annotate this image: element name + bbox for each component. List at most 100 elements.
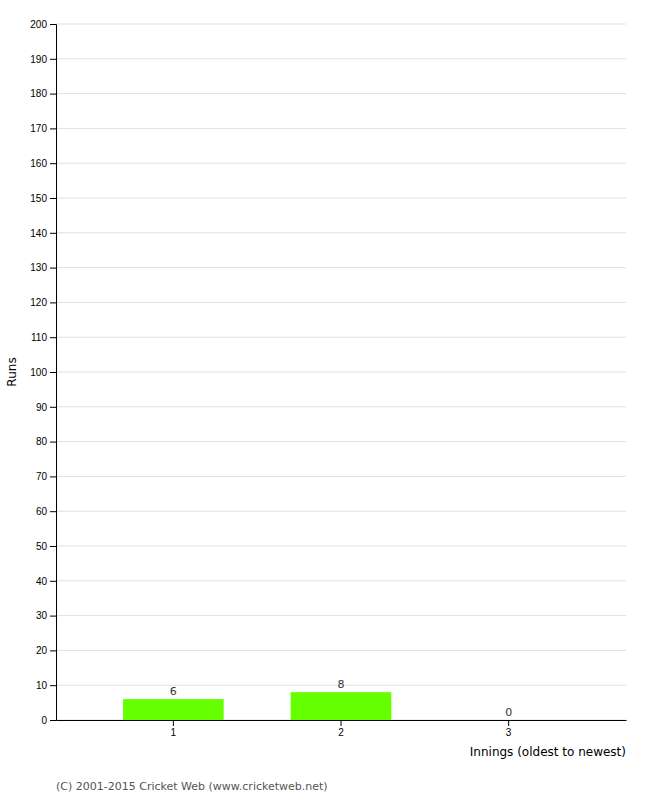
y-tick: 20 xyxy=(36,645,56,656)
grid-line xyxy=(56,93,626,94)
y-tick-label: 0 xyxy=(41,715,47,726)
y-tick-mark xyxy=(50,24,56,25)
y-tick-mark xyxy=(50,128,56,129)
y-tick-label: 20 xyxy=(36,645,48,656)
y-tick-label: 70 xyxy=(36,471,48,482)
grid-line xyxy=(56,267,626,268)
bar xyxy=(458,720,559,721)
y-tick-label: 200 xyxy=(30,19,47,30)
y-tick-label: 30 xyxy=(36,610,48,621)
data-label: 6 xyxy=(170,685,177,698)
chart: 0102030405060708090100110120130140150160… xyxy=(0,0,650,800)
y-tick: 160 xyxy=(30,158,56,169)
grid-line xyxy=(56,615,626,616)
y-tick: 100 xyxy=(30,367,56,378)
y-axis-title: Runs xyxy=(5,357,19,386)
y-tick-mark xyxy=(50,337,56,338)
y-axis: 0 10 20 30 40 50 60 70 80 90 100 110 120 130 140 150 160… xyxy=(30,19,56,726)
footer: (C) 2001-2015 Cricket Web (www.cricketwe… xyxy=(56,780,328,793)
y-tick: 180 xyxy=(30,88,56,99)
y-tick-mark xyxy=(50,546,56,547)
y-tick-mark xyxy=(50,163,56,164)
y-tick: 90 xyxy=(36,402,56,413)
bars xyxy=(123,692,391,720)
grid xyxy=(56,24,626,720)
grid-line xyxy=(56,24,626,25)
grid-line xyxy=(56,580,626,581)
y-tick-label: 90 xyxy=(36,402,48,413)
y-tick-mark xyxy=(50,198,56,199)
data-labels: 680 xyxy=(170,678,512,719)
y-tick-label: 100 xyxy=(30,367,47,378)
y-axis-line xyxy=(50,25,57,721)
y-tick-label: 10 xyxy=(36,680,48,691)
y-tick-label: 120 xyxy=(30,297,47,308)
x-tick-mark xyxy=(341,720,342,726)
y-tick-mark xyxy=(50,372,56,373)
x-tick: 2 xyxy=(338,720,344,738)
x-tick-label: 3 xyxy=(506,727,512,738)
y-tick-mark xyxy=(50,407,56,408)
y-tick-mark xyxy=(50,302,56,303)
grid-line xyxy=(56,337,626,338)
y-tick-mark xyxy=(50,268,56,269)
x-axis-title: Innings (oldest to newest) xyxy=(470,745,626,759)
y-tick-label: 150 xyxy=(30,193,47,204)
x-tick-label: 2 xyxy=(338,727,344,738)
x-tick-label: 1 xyxy=(171,727,177,738)
y-tick-mark xyxy=(50,616,56,617)
bar xyxy=(291,692,392,720)
y-tick-mark xyxy=(50,59,56,60)
y-tick-mark xyxy=(50,94,56,95)
x-tick-mark xyxy=(173,720,174,726)
grid-line xyxy=(56,198,626,199)
y-tick-mark xyxy=(50,581,56,582)
y-tick-label: 60 xyxy=(36,506,48,517)
x-axis: 1 2 3 xyxy=(57,720,627,738)
y-tick: 140 xyxy=(30,228,56,239)
plot: 0102030405060708090100110120130140150160… xyxy=(30,19,626,738)
y-tick-label: 180 xyxy=(30,88,47,99)
data-label: 0 xyxy=(505,706,512,719)
y-tick-mark xyxy=(50,685,56,686)
y-tick-label: 50 xyxy=(36,541,48,552)
y-tick: 40 xyxy=(36,576,56,587)
y-tick: 200 xyxy=(30,19,56,30)
y-tick-mark xyxy=(50,476,56,477)
y-tick: 60 xyxy=(36,506,56,517)
grid-line xyxy=(56,441,626,442)
y-tick: 50 xyxy=(36,541,56,552)
x-tick-mark xyxy=(508,720,509,726)
grid-line xyxy=(56,128,626,129)
y-tick: 150 xyxy=(30,193,56,204)
y-tick-mark xyxy=(50,511,56,512)
y-tick: 30 xyxy=(36,610,56,621)
y-tick-label: 170 xyxy=(30,123,47,134)
grid-line xyxy=(56,406,626,407)
y-tick: 170 xyxy=(30,123,56,134)
x-tick: 1 xyxy=(171,720,177,738)
grid-line xyxy=(56,302,626,303)
y-tick-label: 40 xyxy=(36,576,48,587)
grid-line xyxy=(56,546,626,547)
y-tick-label: 130 xyxy=(30,262,47,273)
y-tick-label: 80 xyxy=(36,436,48,447)
y-tick: 130 xyxy=(30,262,56,273)
y-tick-label: 160 xyxy=(30,158,47,169)
x-tick: 3 xyxy=(506,720,512,738)
y-tick-label: 110 xyxy=(31,332,47,343)
y-tick-mark xyxy=(50,720,56,721)
grid-line xyxy=(56,163,626,164)
y-tick: 0 xyxy=(41,715,56,726)
bar xyxy=(123,699,224,720)
grid-line xyxy=(56,650,626,651)
y-tick: 80 xyxy=(36,436,56,447)
y-tick-mark xyxy=(50,233,56,234)
y-tick: 70 xyxy=(36,471,56,482)
grid-line xyxy=(56,476,626,477)
grid-line xyxy=(56,232,626,233)
y-tick-mark xyxy=(50,650,56,651)
grid-line xyxy=(56,372,626,373)
y-tick-label: 140 xyxy=(30,228,47,239)
grid-line xyxy=(56,511,626,512)
